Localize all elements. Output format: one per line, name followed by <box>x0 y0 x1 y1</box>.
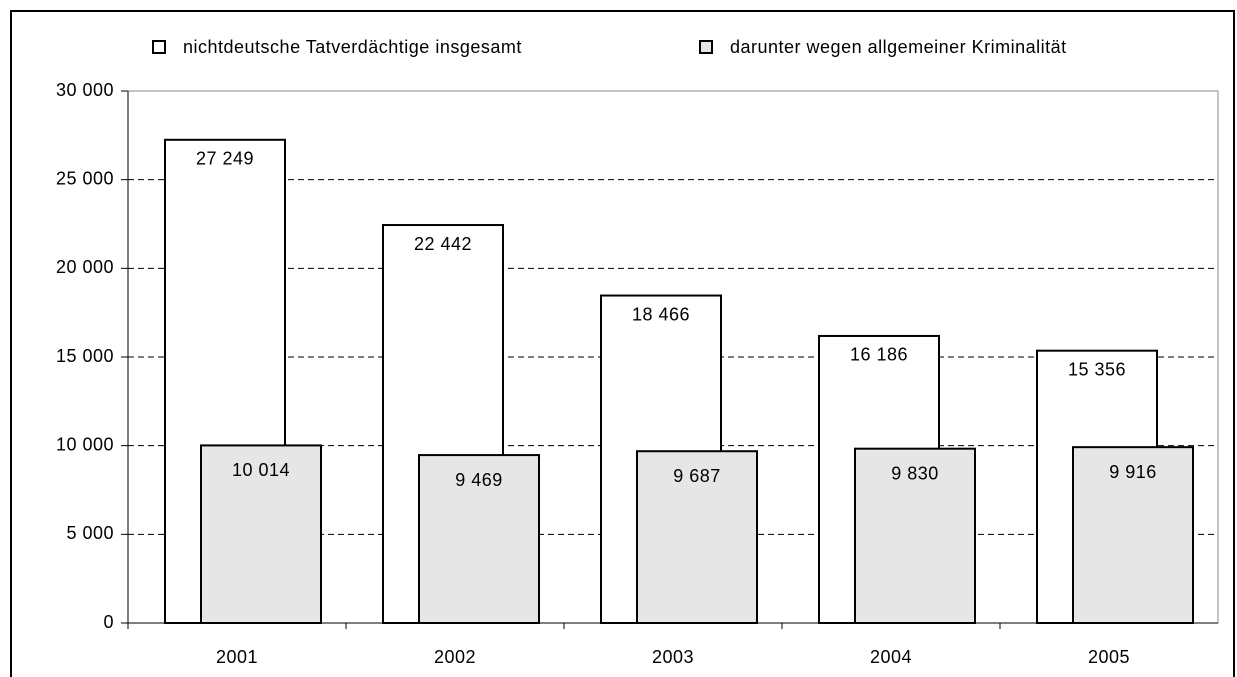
bar <box>418 454 540 624</box>
y-tick-label: 5 000 <box>66 523 114 543</box>
x-tick-label: 2001 <box>216 647 258 667</box>
legend-swatch <box>152 40 166 54</box>
bar <box>200 444 322 624</box>
value-label: 18 466 <box>632 304 690 324</box>
value-label: 9 469 <box>455 470 503 490</box>
y-tick-label: 10 000 <box>56 434 114 454</box>
y-tick-label: 30 000 <box>56 80 114 100</box>
frame <box>10 10 1235 677</box>
bar <box>1072 446 1194 625</box>
value-label: 22 442 <box>414 234 472 254</box>
y-tick-label: 0 <box>103 612 114 632</box>
value-label: 9 916 <box>1109 462 1157 482</box>
legend-label: darunter wegen allgemeiner Kriminalität <box>730 37 1067 57</box>
value-label: 10 014 <box>232 460 290 480</box>
value-label: 9 830 <box>891 463 939 483</box>
x-tick-label: 2002 <box>434 647 476 667</box>
value-label: 9 687 <box>673 466 721 486</box>
y-tick-label: 20 000 <box>56 257 114 277</box>
value-label: 15 356 <box>1068 359 1126 379</box>
x-tick-label: 2004 <box>870 647 912 667</box>
x-tick-label: 2003 <box>652 647 694 667</box>
value-label: 27 249 <box>196 149 254 169</box>
y-tick-label: 25 000 <box>56 168 114 188</box>
x-tick-label: 2005 <box>1088 647 1130 667</box>
legend-label: nichtdeutsche Tatverdächtige insgesamt <box>183 37 522 57</box>
value-label: 16 186 <box>850 345 908 365</box>
y-tick-label: 15 000 <box>56 346 114 366</box>
bar <box>636 450 758 624</box>
legend-swatch <box>699 40 713 54</box>
bar <box>854 447 976 624</box>
